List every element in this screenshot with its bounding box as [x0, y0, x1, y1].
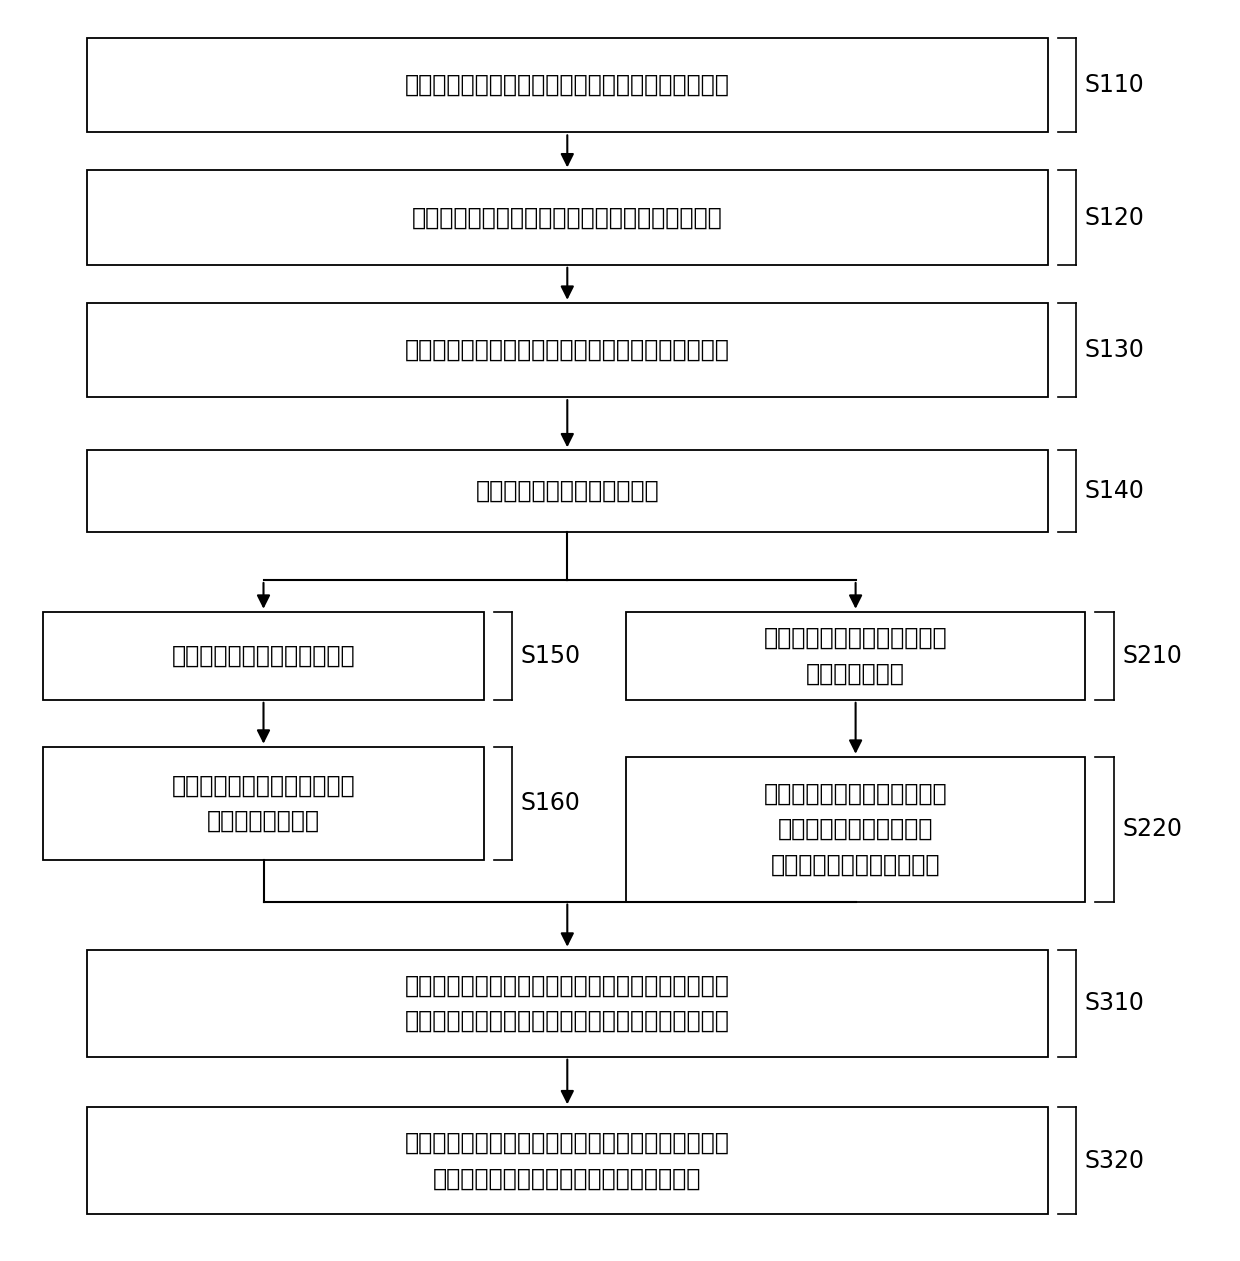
Text: S160: S160	[521, 791, 580, 816]
Text: 向冷却后的熔液中加入超纯水、盐酸，再加热提取: 向冷却后的熔液中加入超纯水、盐酸，再加热提取	[412, 206, 723, 230]
Text: 过滤处理，以获得滤液和滤渣: 过滤处理，以获得滤液和滤渣	[475, 479, 660, 503]
Text: S110: S110	[1085, 73, 1145, 97]
Bar	[87, 38, 1048, 132]
Text: 将滤液移至容量瓶中配成溶液: 将滤液移至容量瓶中配成溶液	[171, 643, 356, 668]
Text: 在无机元素对应的检测波长下，分别对第一待测溶液
和第二待测溶液进行电感耦合等离子体发射光谱测试: 在无机元素对应的检测波长下，分别对第一待测溶液 和第二待测溶液进行电感耦合等离子…	[405, 973, 729, 1033]
Text: 将样品与无水碳酸钠、硼砂混合，再加热熔融后冷却: 将样品与无水碳酸钠、硼砂混合，再加热熔融后冷却	[405, 73, 729, 97]
Text: 向熔液中加入超纯水、盐酸并
提取，将提取的溶液移至
容量瓶中配成第二待测溶液: 向熔液中加入超纯水、盐酸并 提取，将提取的溶液移至 容量瓶中配成第二待测溶液	[764, 782, 947, 876]
Bar	[43, 747, 484, 860]
Bar	[87, 170, 1048, 265]
Text: 对滤渣进行灰化处理，再加入
过氧化钠并熔融: 对滤渣进行灰化处理，再加入 过氧化钠并熔融	[764, 625, 947, 686]
Bar	[87, 450, 1048, 532]
Text: 移取部分的溶液至容量瓶中，
配成第一待测溶液: 移取部分的溶液至容量瓶中， 配成第一待测溶液	[171, 773, 356, 834]
Text: S140: S140	[1085, 479, 1145, 503]
Text: S150: S150	[521, 643, 580, 668]
Bar	[87, 303, 1048, 397]
Text: S120: S120	[1085, 206, 1145, 230]
Text: S210: S210	[1122, 643, 1182, 668]
Text: S320: S320	[1085, 1149, 1145, 1173]
Text: S310: S310	[1085, 991, 1145, 1015]
Bar	[43, 612, 484, 700]
Bar	[626, 612, 1085, 700]
Text: 根据无机元素的标准曲线，计算出电感耦合等离子体
光谱测试的结果相应的无机元素的含量之和: 根据无机元素的标准曲线，计算出电感耦合等离子体 光谱测试的结果相应的无机元素的含…	[405, 1131, 729, 1190]
Text: S130: S130	[1085, 338, 1145, 362]
Bar	[87, 1107, 1048, 1214]
Text: S220: S220	[1122, 817, 1182, 841]
Bar	[87, 950, 1048, 1057]
Bar	[626, 757, 1085, 902]
Text: 向熔解处理后的熔液中加入氢氟酸，加热反应并静置: 向熔解处理后的熔液中加入氢氟酸，加热反应并静置	[405, 338, 729, 362]
